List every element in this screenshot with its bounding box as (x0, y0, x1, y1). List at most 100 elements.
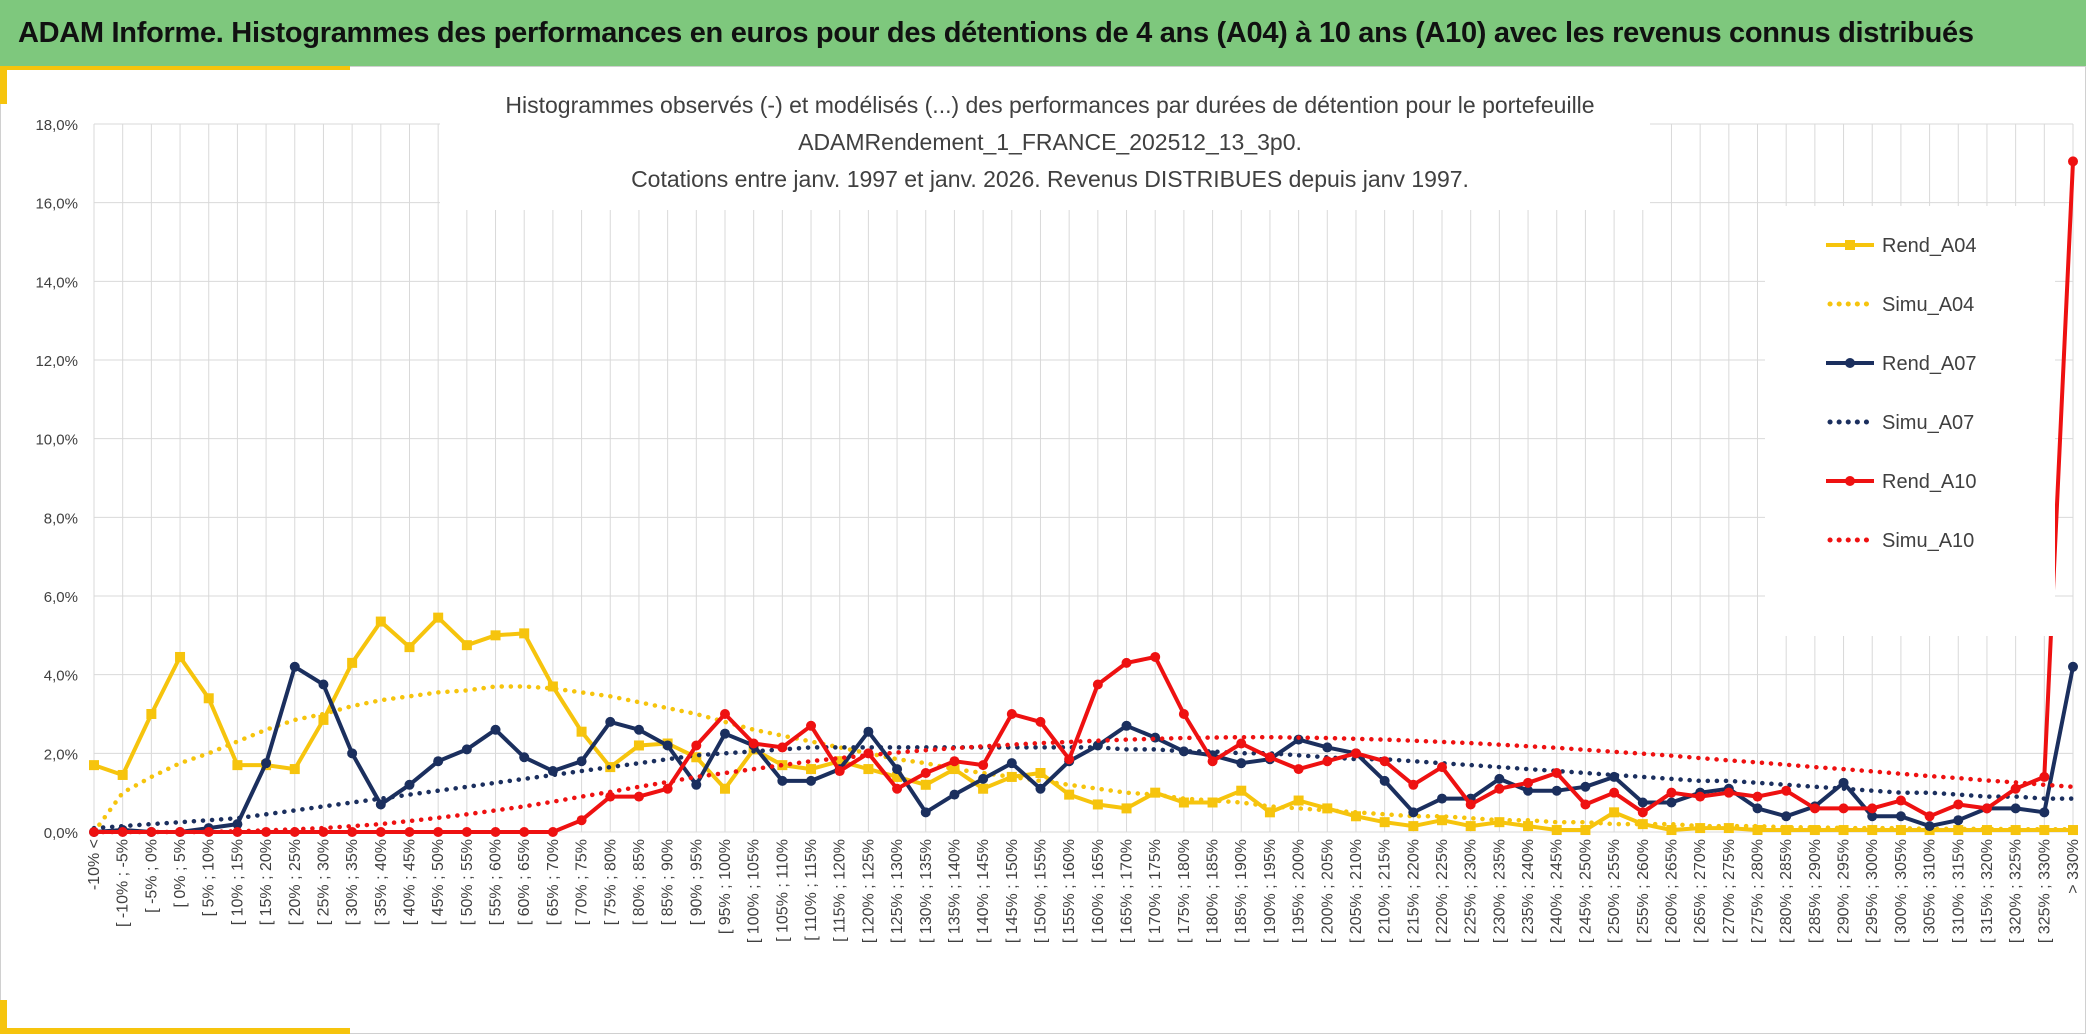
y-tick-label: 18,0% (35, 117, 78, 134)
x-tick-label: -10% < (86, 839, 103, 890)
x-tick-label: [ 150% ; 155% (1032, 839, 1049, 943)
data-point-rend-a10 (576, 815, 587, 826)
x-tick-label: [ 280% ; 285% (1778, 839, 1795, 943)
data-point-rend-a07 (1953, 815, 1964, 826)
legend-label-simu-a07: Simu_A07 (1882, 412, 1974, 434)
data-point-rend-a10 (1465, 799, 1476, 810)
x-tick-label: [ 65% ; 70% (545, 839, 562, 925)
data-point-rend-a04 (691, 752, 702, 763)
data-point-rend-a04 (1867, 825, 1878, 836)
data-point-rend-a07 (490, 724, 501, 735)
data-point-rend-a10 (1895, 795, 1906, 806)
x-tick-label: [ 310% ; 315% (1950, 839, 1967, 943)
data-point-rend-a07 (404, 779, 415, 790)
x-tick-label: [ 315% ; 320% (1979, 839, 1996, 943)
data-point-rend-a10 (1236, 738, 1247, 749)
x-tick-label: [ 55% ; 60% (488, 839, 505, 925)
data-point-rend-a07 (633, 724, 644, 735)
data-point-rend-a07 (433, 756, 444, 767)
legend-marker-rend-a07 (1845, 358, 1855, 368)
data-point-rend-a04 (1981, 825, 1992, 836)
data-point-rend-a04 (1236, 785, 1247, 796)
series-line-simu-a07 (91, 745, 2076, 831)
series-line-simu-a04 (91, 684, 2076, 835)
data-point-rend-a04 (920, 779, 931, 790)
data-point-rend-a07 (2039, 807, 2050, 818)
data-point-rend-a10 (1953, 799, 1964, 810)
data-point-rend-a04 (1465, 821, 1476, 832)
x-tick-label: [ 110% ; 115% (803, 839, 820, 941)
data-point-rend-a10 (978, 760, 989, 771)
data-point-rend-a04 (175, 651, 186, 662)
data-point-rend-a04 (289, 764, 300, 775)
data-point-rend-a04 (1035, 768, 1046, 778)
x-tick-label: [ 125% ; 130% (889, 839, 906, 943)
data-point-rend-a04 (2010, 825, 2021, 836)
legend-label-simu-a10: Simu_A10 (1882, 530, 1974, 552)
corner-mark-top-vertical (0, 66, 7, 104)
x-tick-label: [ 60% ; 65% (516, 839, 533, 925)
x-tick-label: [ 165% ; 170% (1119, 839, 1136, 943)
x-tick-label: [ 80% ; 85% (631, 839, 648, 925)
data-point-rend-a10 (1264, 752, 1275, 763)
x-tick-label: [ 15% ; 20% (258, 839, 275, 925)
data-point-rend-a04 (1293, 795, 1304, 806)
data-point-rend-a07 (1580, 781, 1591, 792)
data-point-rend-a10 (1437, 762, 1448, 773)
legend: Rend_A04 Simu_A04 Rend_A07 Simu_A07 Rend_A10… (1765, 206, 2055, 636)
x-tick-label: [ 145% ; 150% (1004, 839, 1021, 943)
data-point-rend-a10 (1752, 791, 1763, 802)
x-tick-label: [ 0% ; 5% (172, 839, 189, 907)
data-point-rend-a04 (1092, 799, 1103, 810)
data-point-rend-a07 (576, 756, 587, 767)
data-point-rend-a07 (1322, 742, 1333, 753)
data-point-rend-a10 (1781, 785, 1792, 796)
data-point-rend-a07 (719, 728, 730, 739)
x-tick-label: [ -5% ; 0% (143, 839, 160, 913)
data-point-rend-a04 (978, 783, 989, 794)
data-point-rend-a10 (1523, 777, 1534, 788)
data-point-rend-a07 (1437, 793, 1448, 804)
data-point-rend-a10 (605, 791, 616, 802)
data-point-rend-a07 (1121, 720, 1132, 731)
data-point-rend-a07 (261, 758, 272, 769)
data-point-rend-a07 (1752, 803, 1763, 814)
x-tick-label: [ 275% ; 280% (1750, 839, 1767, 943)
data-point-rend-a10 (347, 827, 358, 837)
data-point-rend-a07 (662, 740, 673, 751)
data-point-rend-a04 (1437, 815, 1448, 826)
data-point-rend-a07 (949, 789, 960, 800)
x-tick-label: [ 290% ; 295% (1836, 839, 1853, 943)
data-point-rend-a07 (1178, 746, 1189, 757)
data-point-rend-a07 (806, 775, 817, 786)
legend-background (1765, 206, 2055, 636)
x-tick-label: [ 120% ; 125% (860, 839, 877, 943)
x-tick-label: [ 140% ; 145% (975, 839, 992, 943)
x-tick-label: [ 50% ; 55% (459, 839, 476, 925)
data-point-rend-a04 (576, 726, 587, 737)
x-tick-label: [ 215% ; 220% (1405, 839, 1422, 943)
data-point-rend-a04 (1838, 825, 1849, 836)
y-tick-label: 12,0% (35, 353, 78, 370)
data-point-rend-a04 (232, 760, 243, 771)
data-point-rend-a10 (691, 740, 702, 751)
data-point-rend-a10 (1609, 787, 1620, 798)
x-tick-label: [ 30% ; 35% (344, 839, 361, 925)
data-point-rend-a04 (1809, 825, 1820, 836)
data-point-rend-a10 (920, 768, 931, 778)
data-point-rend-a04 (1580, 825, 1591, 836)
chart-title-line-2: ADAMRendement_1_FRANCE_202512_13_3p0. (798, 129, 1302, 155)
x-tick-label: [ 245% ; 250% (1577, 839, 1594, 943)
data-point-rend-a04 (1609, 807, 1620, 818)
x-tick-label: [ 220% ; 225% (1434, 839, 1451, 943)
x-tick-label: [ 160% ; 165% (1090, 839, 1107, 943)
page-title: ADAM Informe. Histogrammes des performan… (18, 17, 1974, 49)
data-point-rend-a07 (1494, 773, 1505, 784)
x-tick-label: [ 35% ; 40% (373, 839, 390, 925)
data-point-rend-a07 (920, 807, 931, 818)
x-tick-label: [ 190% ; 195% (1262, 839, 1279, 943)
data-point-rend-a07 (978, 773, 989, 784)
data-point-rend-a04 (146, 709, 157, 719)
data-point-rend-a10 (892, 783, 903, 794)
data-point-rend-a07 (1637, 797, 1648, 808)
